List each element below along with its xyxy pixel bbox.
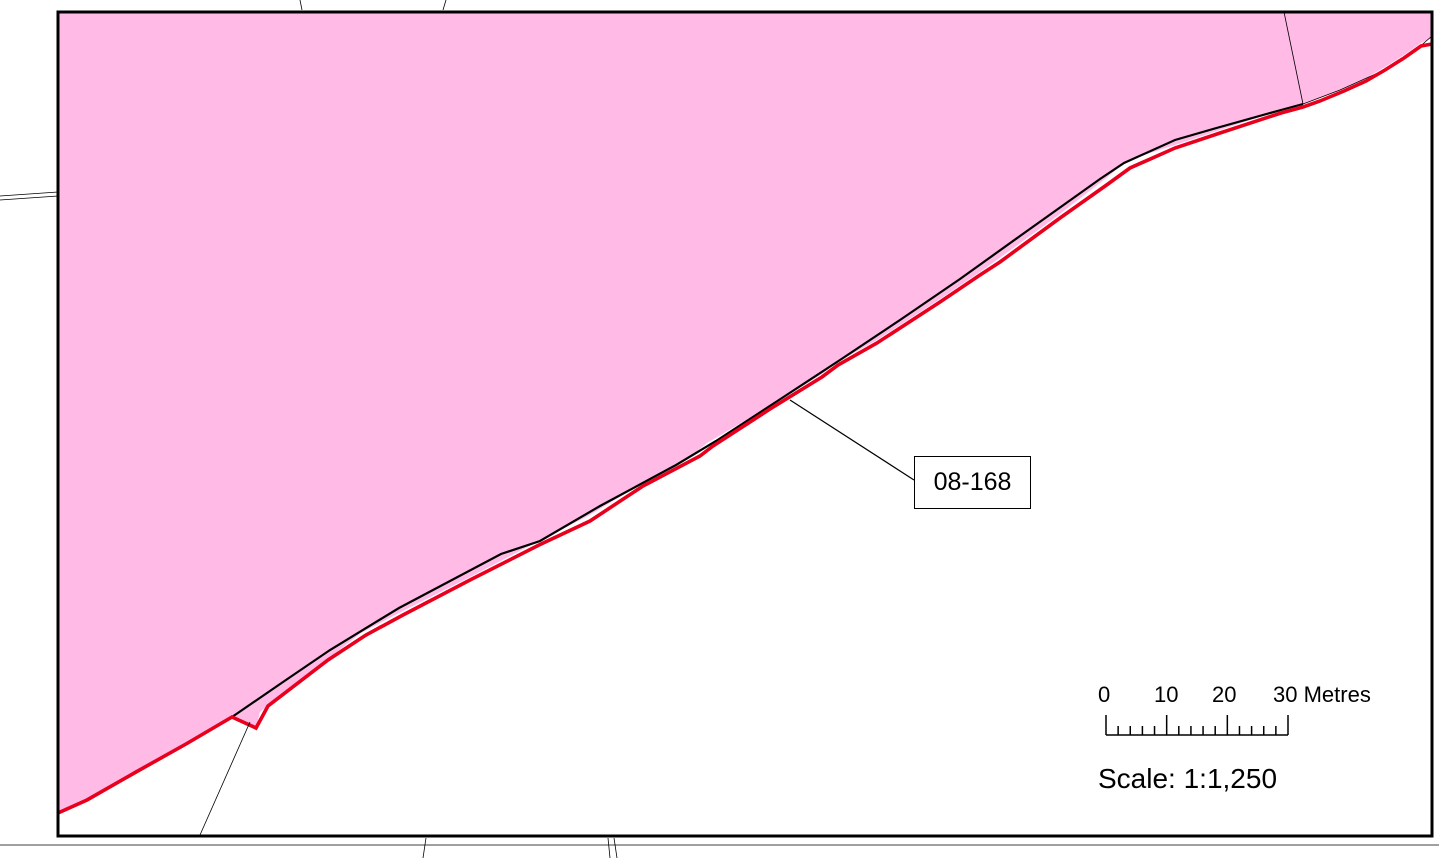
scale-bar-graphic	[1105, 715, 1289, 736]
scale-tick-label: 10	[1154, 682, 1179, 707]
scale-tick-label: 0	[1098, 682, 1111, 707]
map-frame	[56, 10, 1434, 838]
parcel-corner-line	[199, 721, 251, 836]
scale-ratio-text: Scale: 1:1,250	[1098, 763, 1278, 794]
scale-tick-label: 30 Metres	[1273, 682, 1371, 707]
parcel-edge-red	[57, 42, 1433, 815]
parcel-edge-black	[231, 102, 1304, 718]
parcel-polygon[interactable]	[58, 12, 1432, 812]
scale-bar-labels: 0 10 20 30 Metres	[1098, 682, 1398, 710]
label-leader-line	[789, 399, 915, 481]
scale-tick-label: 20	[1212, 682, 1237, 707]
parcel-id-label[interactable]: 08-168	[914, 456, 1031, 509]
